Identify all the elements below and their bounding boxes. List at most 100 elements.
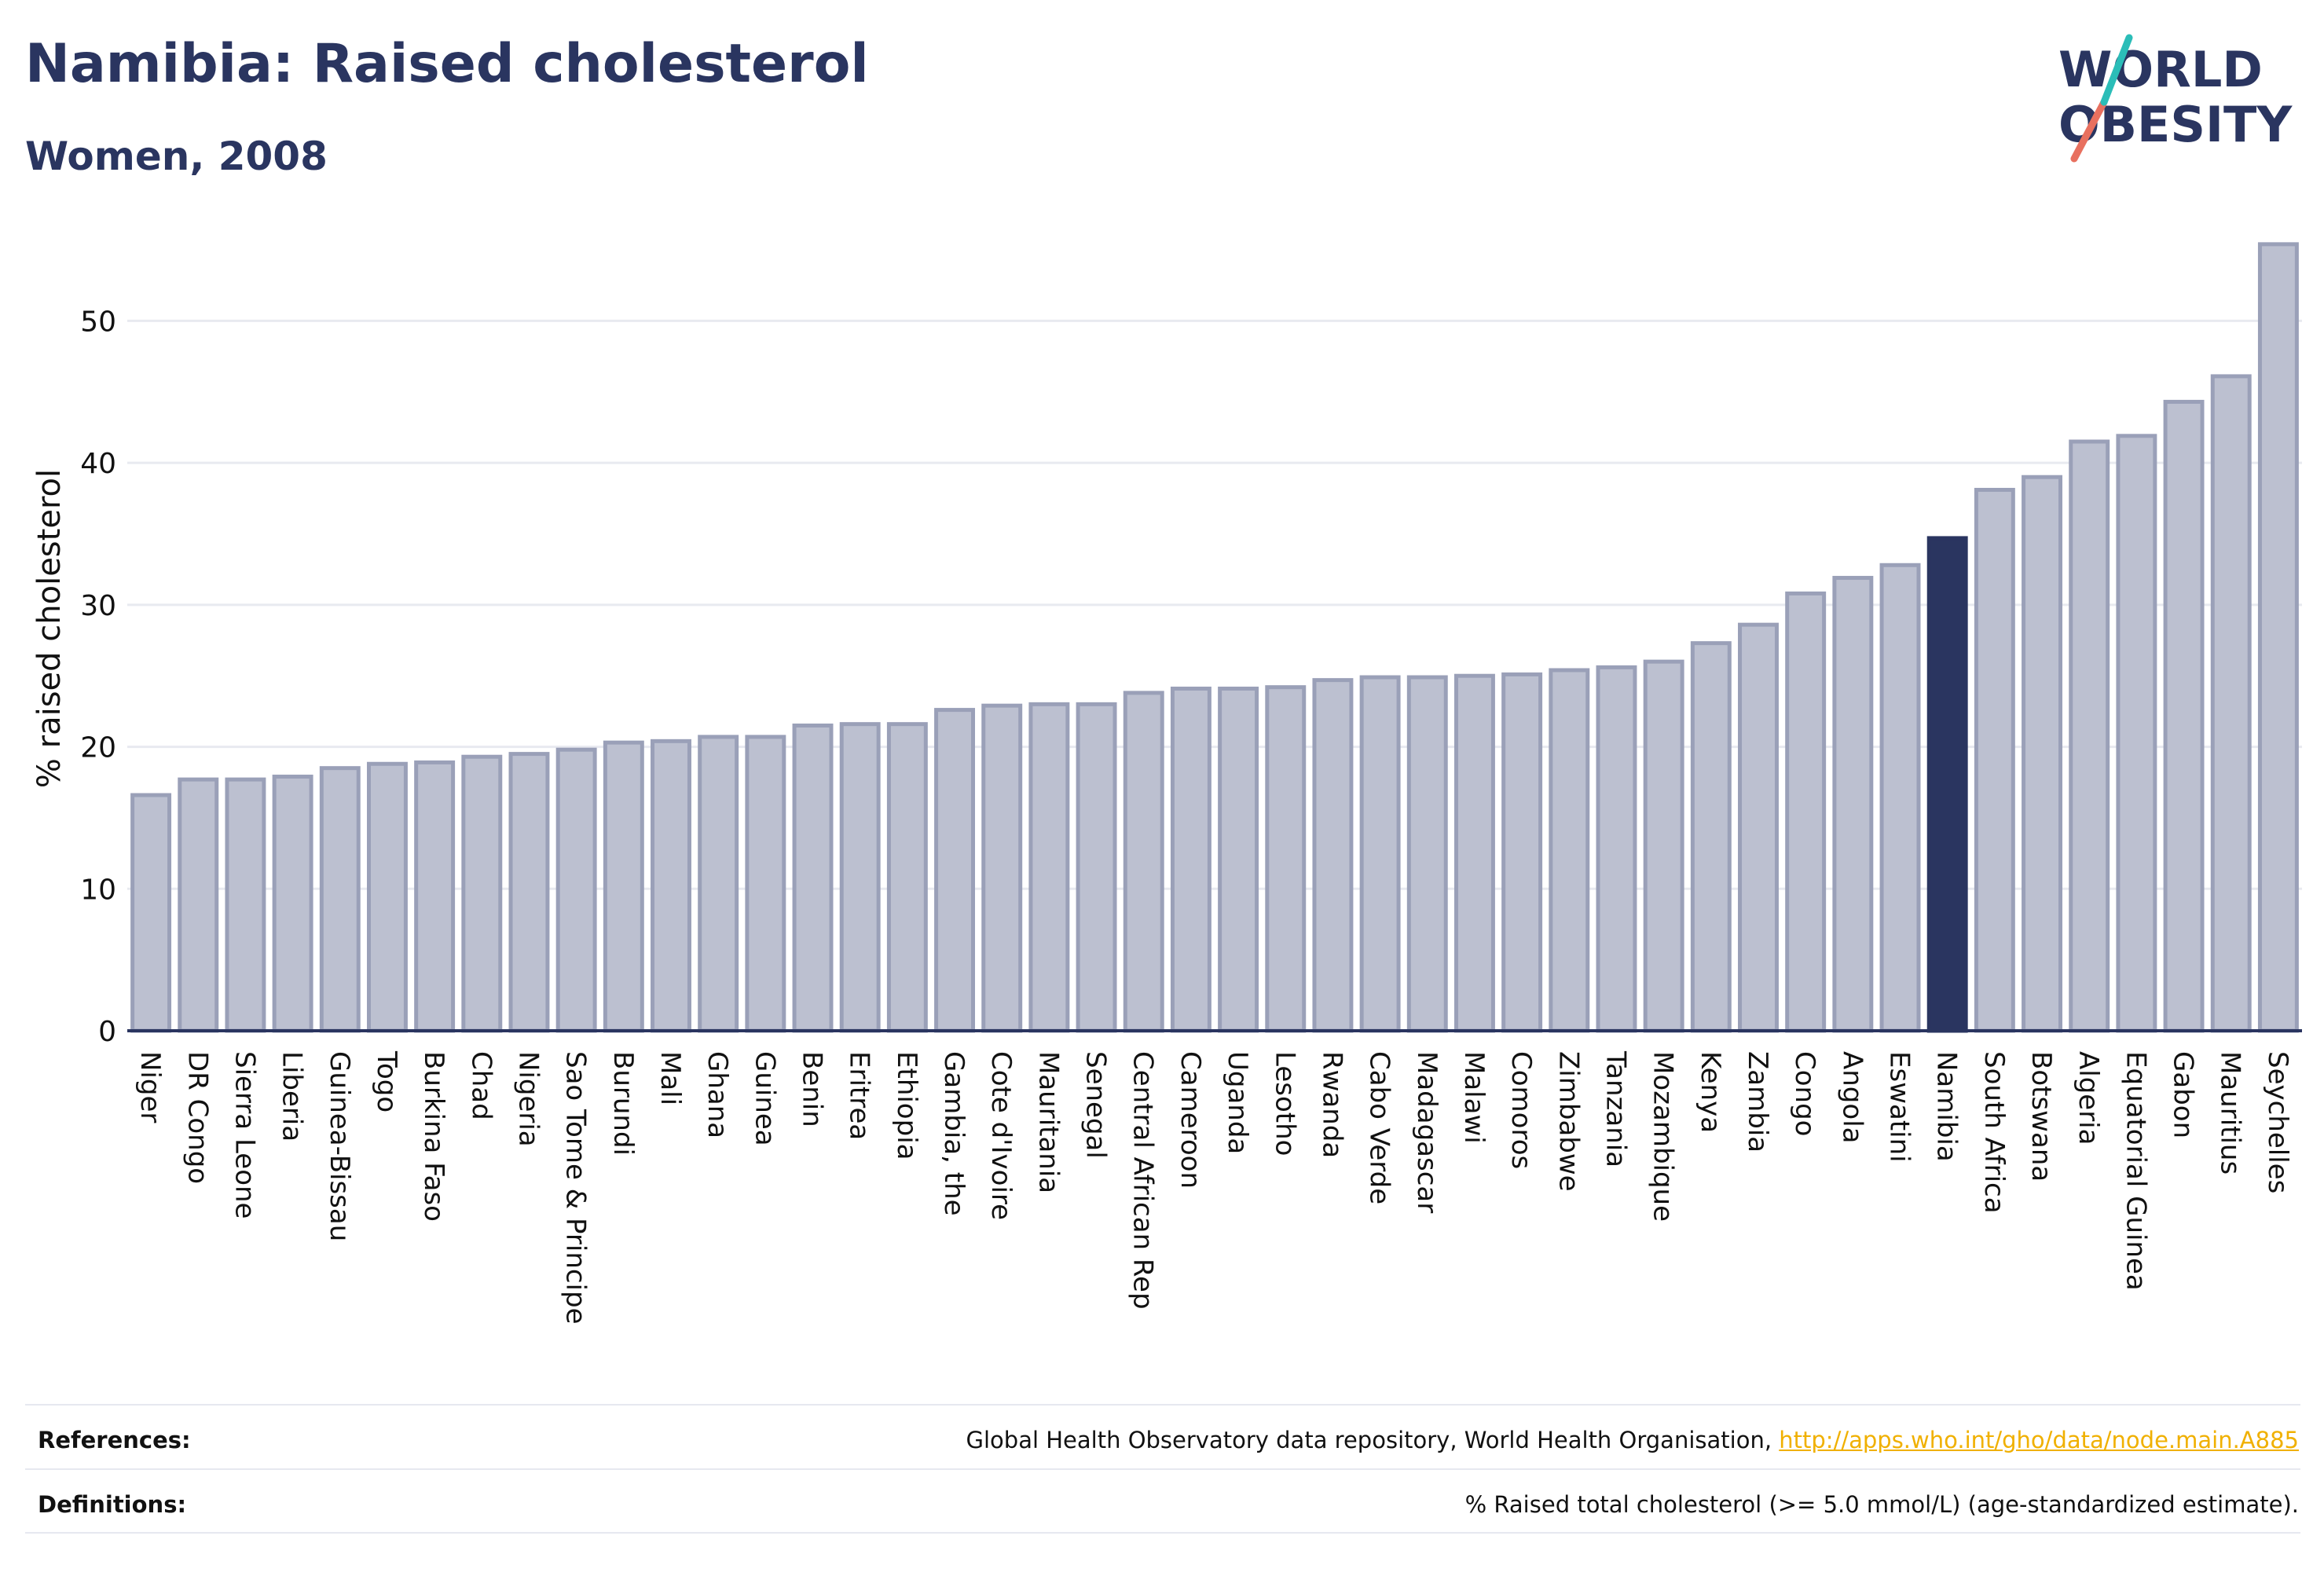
x-tick-label: Zimbabwe [1552,1051,1584,1192]
x-tick-label: Liberia [277,1051,308,1142]
x-tick-label: Sierra Leone [229,1051,260,1219]
bar [555,747,597,1033]
chart-title: Namibia: Raised cholesterol [25,33,869,95]
x-tick-label: Namibia [1931,1051,1963,1162]
x-tick-label: Togo [371,1050,402,1112]
bar [1549,668,1590,1033]
bar [1596,665,1637,1033]
bar [2022,475,2063,1033]
world-obesity-logo: WORLD OBESITY [2058,34,2293,163]
logo-slash-lower [2070,98,2108,163]
x-tick-label: Burkina Faso [418,1051,449,1222]
x-tick-label: Mali [654,1051,686,1105]
x-axis: Niger DR Congo Sierra Leone Liberia Guinea-B… [127,1029,2302,1325]
bar-highlight [1926,536,1968,1033]
bar [981,703,1023,1033]
x-tick-label: Algeria [2073,1051,2104,1145]
bar [1643,659,1684,1033]
bar [1738,622,1779,1033]
y-tick-label: 20 [80,732,116,764]
footer-divider-middle [25,1468,2300,1470]
x-tick-label: Sao Tome & Principe [560,1051,592,1325]
x-tick-label: Equatorial Guinea [2120,1051,2151,1291]
references-link[interactable]: http://apps.who.int/gho/data/node.main.A… [1779,1427,2299,1453]
y-tick-label: 50 [80,306,116,338]
bar [130,793,172,1033]
x-tick-label: Cameroon [1175,1051,1206,1189]
x-tick-label: Nigeria [512,1051,544,1147]
bar [1832,576,1874,1033]
bar [366,761,408,1033]
x-tick-label: Central African Rep [1127,1051,1159,1310]
x-tick-label: Zambia [1742,1051,1773,1153]
x-tick-label: Benin [797,1051,828,1127]
x-tick-label: Gabon [2168,1051,2199,1138]
x-tick-label: Lesotho [1269,1051,1300,1156]
bar [1785,591,1827,1033]
references-text: Global Health Observatory data repositor… [966,1427,2299,1453]
bar [698,735,739,1033]
bar [1974,487,2015,1033]
definitions-text: % Raised total cholesterol (>= 5.0 mmol/… [1464,1491,2299,1518]
x-tick-label: Mozambique [1648,1051,1679,1222]
x-tick-label: Ghana [702,1051,733,1138]
bar [1453,673,1495,1033]
bar [178,777,219,1033]
bar [1690,641,1732,1033]
definitions-label: Definitions: [38,1491,187,1518]
bar [2257,242,2299,1033]
bar-chart: 0 10 20 30 40 50 Niger DR Congo Sierra Leone Lib… [31,242,2302,1325]
x-tick-label: Rwanda [1316,1051,1347,1158]
x-tick-label: Mauritania [1032,1051,1064,1193]
x-tick-label: Burundi [607,1051,639,1156]
y-axis: 0 10 20 30 40 50 [80,306,116,1048]
x-tick-label: Niger [134,1051,166,1123]
bar [1312,678,1354,1033]
x-tick-label: Angola [1836,1051,1868,1143]
bar [603,740,644,1033]
bar [2163,399,2205,1033]
y-tick-label: 40 [80,448,116,480]
bar [745,735,786,1033]
x-tick-label: Chad [465,1051,497,1120]
chart-subtitle: Women, 2008 [25,134,328,179]
bar [934,708,976,1033]
bar [1170,686,1211,1033]
x-tick-label: South Africa [1978,1051,2010,1214]
references-label: References: [38,1427,191,1453]
x-tick-label: Comoros [1505,1051,1537,1169]
bar [886,722,928,1033]
footer-divider-bottom [25,1532,2300,1534]
y-tick-label: 10 [80,874,116,906]
x-tick-label: Mauritius [2215,1051,2246,1175]
y-tick-label: 30 [80,590,116,622]
bar [839,722,881,1033]
x-tick-label: Eswatini [1884,1051,1915,1163]
bar [1218,686,1259,1033]
bar [414,760,456,1033]
bar [225,777,266,1033]
bar [508,752,550,1033]
x-tick-label: Botswana [2025,1051,2057,1182]
bar [2210,374,2252,1033]
bar [792,723,834,1033]
bar [1406,675,1448,1033]
references-source: Global Health Observatory data repositor… [966,1427,1772,1453]
x-tick-label: Senegal [1080,1051,1112,1159]
x-tick-label: Congo [1789,1051,1820,1136]
logo-slash-upper [2100,34,2133,106]
bar [1265,685,1307,1033]
x-tick-label: Eritrea [844,1051,875,1140]
y-axis-label: % raised cholesterol [31,469,68,788]
bar [1028,702,1070,1033]
bar [1879,563,1921,1033]
bar [461,754,503,1033]
x-tick-label: Gambia, the [938,1051,970,1216]
y-tick-label: 0 [98,1016,116,1048]
x-tick-label: Tanzania [1600,1050,1631,1167]
x-tick-label: Ethiopia [891,1051,922,1160]
logo-text-world: WORLD [2058,41,2263,98]
bar [1076,702,1117,1033]
x-tick-label: Seychelles [2262,1051,2293,1193]
x-tick-label: Madagascar [1411,1051,1442,1213]
